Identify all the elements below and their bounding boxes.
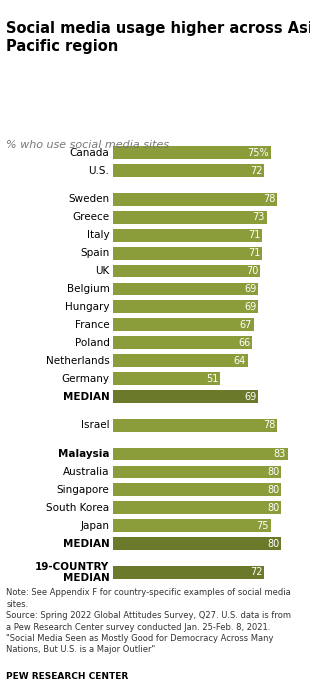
Text: 73: 73 [252,212,265,222]
Text: U.S.: U.S. [89,166,109,176]
Bar [113,300,258,313]
Text: 78: 78 [263,420,275,430]
Text: Spain: Spain [80,248,109,258]
Text: 69: 69 [244,302,256,312]
Bar [113,193,277,206]
Bar [113,484,281,497]
Bar [113,337,252,350]
Text: South Korea: South Korea [46,503,109,513]
Text: 80: 80 [267,539,280,549]
Text: MEDIAN: MEDIAN [63,392,109,402]
Bar [113,501,281,514]
Bar [113,146,271,159]
Bar [113,447,288,460]
Bar [113,519,271,532]
Bar [113,164,264,177]
Text: 75: 75 [257,521,269,531]
Text: MEDIAN: MEDIAN [63,539,109,549]
Text: Greece: Greece [72,212,109,222]
Bar [113,419,277,432]
Text: % who use social media sites: % who use social media sites [6,140,169,150]
Text: Singapore: Singapore [57,485,109,495]
Text: Netherlands: Netherlands [46,356,109,366]
Text: Israel: Israel [81,420,109,430]
Bar [113,318,254,331]
Bar [113,537,281,550]
Text: Germany: Germany [61,373,109,384]
Text: 75%: 75% [247,148,269,157]
Text: France: France [75,320,109,330]
Text: 19-COUNTRY
MEDIAN: 19-COUNTRY MEDIAN [35,562,109,583]
Text: Japan: Japan [80,521,109,531]
Text: Canada: Canada [70,148,109,157]
Text: 71: 71 [248,248,261,258]
Text: 71: 71 [248,230,261,240]
Text: Sweden: Sweden [68,194,109,205]
Bar [113,247,262,259]
Bar [113,282,258,295]
Text: Belgium: Belgium [67,284,109,294]
Text: 64: 64 [234,356,246,366]
Bar [113,466,281,478]
Text: 80: 80 [267,485,280,495]
Text: 69: 69 [244,284,256,294]
Text: 51: 51 [206,373,219,384]
Bar [113,390,258,403]
Text: Australia: Australia [63,467,109,477]
Text: 78: 78 [263,194,275,205]
Text: 66: 66 [238,338,250,347]
Text: Malaysia: Malaysia [58,449,109,459]
Text: 72: 72 [250,568,263,577]
Text: Italy: Italy [87,230,109,240]
Text: 72: 72 [250,166,263,176]
Bar [113,228,262,241]
Text: 80: 80 [267,503,280,513]
Text: UK: UK [95,266,109,276]
Text: 69: 69 [244,392,256,402]
Text: 83: 83 [274,449,286,459]
Bar [113,372,220,385]
Text: Hungary: Hungary [65,302,109,312]
Bar [113,354,248,367]
Text: Social media usage higher across Asia-
Pacific region: Social media usage higher across Asia- P… [6,21,310,53]
Bar [113,566,264,579]
Text: 67: 67 [240,320,252,330]
Text: 70: 70 [246,266,259,276]
Text: PEW RESEARCH CENTER: PEW RESEARCH CENTER [6,672,128,681]
Text: 80: 80 [267,467,280,477]
Text: Note: See Appendix F for country-specific examples of social media
sites.
Source: Note: See Appendix F for country-specifi… [6,588,291,655]
Text: Poland: Poland [74,338,109,347]
Bar [113,211,267,224]
Bar [113,265,260,278]
